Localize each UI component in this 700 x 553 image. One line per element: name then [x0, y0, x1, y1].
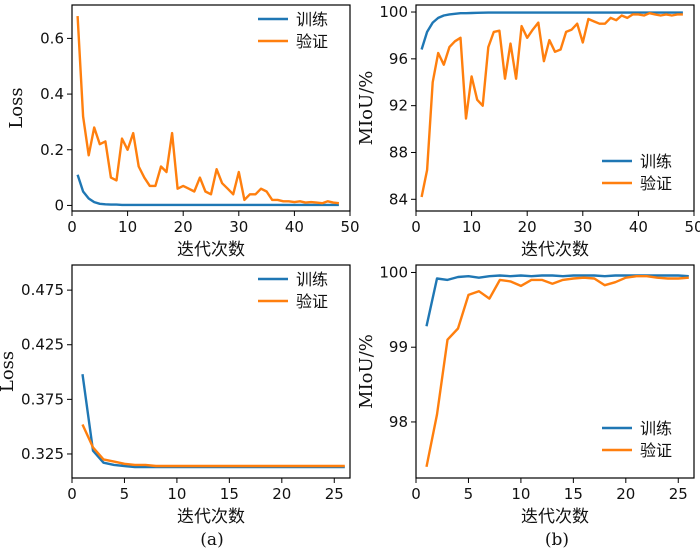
x-tick-label: 10	[511, 485, 530, 503]
x-tick-label: 30	[573, 218, 592, 236]
x-tick-label: 50	[684, 218, 700, 236]
y-axis-label: MIoU/%	[356, 71, 377, 146]
legend-label: 验证	[640, 174, 672, 193]
panel-a-bottom: 0 5 10 15 20 25 0.325 0.375 0.425 0.475 迭代次数 Loss 训练…	[0, 264, 351, 527]
caption-a: (a)	[200, 530, 223, 550]
x-tick-label: 25	[325, 485, 344, 503]
legend-label: 训练	[640, 152, 672, 171]
y-tick-label: 0.425	[21, 336, 64, 354]
y-tick-label: 0.475	[21, 281, 64, 299]
y-axis-label: Loss	[6, 87, 27, 128]
x-tick-label: 20	[518, 218, 537, 236]
y-axis-label: Loss	[0, 351, 18, 392]
x-axis-label: 迭代次数	[177, 240, 245, 260]
x-tick-label: 5	[464, 485, 474, 503]
axes-frame	[71, 264, 351, 479]
x-tick-label: 40	[285, 218, 304, 236]
y-tick-label: 0.6	[40, 29, 64, 47]
x-tick-label: 5	[120, 485, 130, 503]
legend-label: 验证	[296, 292, 328, 311]
x-tick-label: 20	[616, 485, 635, 503]
y-tick-label: 88	[389, 143, 408, 161]
legend-label: 训练	[640, 419, 672, 438]
x-tick-label: 10	[167, 485, 186, 503]
x-tick-label: 15	[564, 485, 583, 503]
x-tick-label: 0	[67, 218, 77, 236]
axes-frame	[71, 4, 351, 212]
series-line-val	[425, 275, 689, 468]
y-tick-label: 92	[389, 97, 408, 115]
y-tick-label: 100	[379, 3, 408, 21]
x-tick-label: 0	[411, 485, 421, 503]
x-tick-label: 0	[411, 218, 421, 236]
x-tick-label: 40	[629, 218, 648, 236]
x-tick-label: 15	[220, 485, 239, 503]
y-tick-label: 0.2	[40, 141, 64, 159]
x-tick-label: 10	[118, 218, 137, 236]
x-axis-label: 迭代次数	[521, 507, 589, 527]
x-tick-label: 25	[669, 485, 688, 503]
y-tick-label: 0.375	[21, 390, 64, 408]
series-line-train	[420, 11, 683, 50]
y-tick-label: 0	[54, 196, 64, 214]
series-line-val	[76, 16, 340, 205]
y-tick-label: 99	[389, 338, 408, 356]
y-tick-label: 0.4	[40, 85, 64, 103]
y-tick-label: 84	[389, 190, 408, 208]
series-line-train	[76, 174, 339, 207]
x-tick-label: 0	[67, 485, 77, 503]
series-line-val	[81, 423, 345, 468]
legend-label: 验证	[296, 32, 328, 51]
y-tick-label: 100	[379, 263, 408, 281]
x-tick-label: 20	[272, 485, 291, 503]
axes-frame	[415, 4, 695, 212]
x-tick-label: 20	[174, 218, 193, 236]
x-axis-label: 迭代次数	[177, 507, 245, 527]
y-tick-label: 96	[389, 50, 408, 68]
series-line-val	[420, 11, 683, 198]
x-tick-label: 30	[229, 218, 248, 236]
series-line-train	[81, 374, 345, 469]
y-tick-label: 0.325	[21, 445, 64, 463]
legend-label: 验证	[640, 441, 672, 460]
caption-b: (b)	[545, 530, 569, 550]
x-tick-label: 50	[340, 218, 359, 236]
x-tick-label: 10	[462, 218, 481, 236]
y-tick-label: 98	[389, 413, 408, 431]
legend-label: 训练	[296, 10, 328, 29]
x-axis-label: 迭代次数	[521, 240, 589, 260]
legend-label: 训练	[296, 270, 328, 289]
y-axis-label: MIoU/%	[356, 334, 377, 409]
axes-frame	[415, 264, 695, 479]
